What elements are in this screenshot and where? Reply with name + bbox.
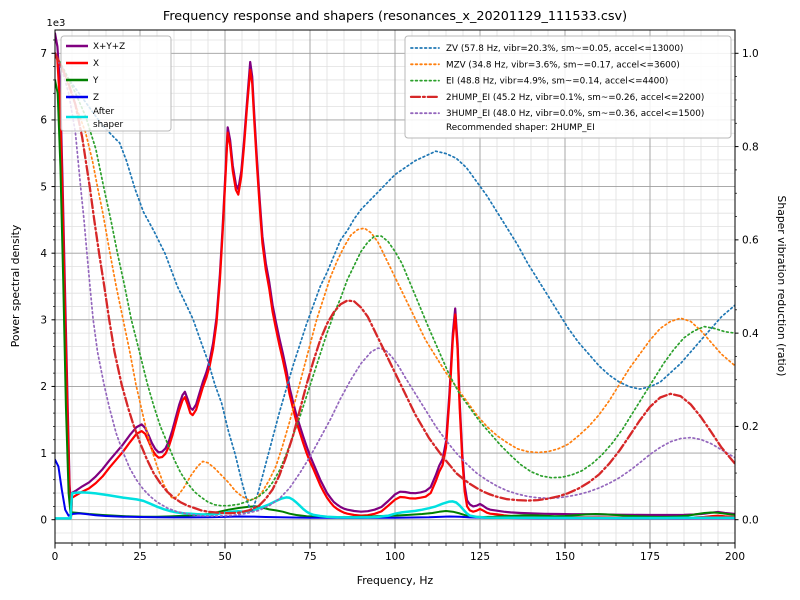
x-tick-label: 150 [555, 551, 575, 563]
series-line-2HUMP-EI [55, 52, 735, 515]
y-left-tick-label: 6 [40, 115, 47, 127]
series-line-After-shaper [55, 491, 735, 520]
chart-title: Frequency response and shapers (resonanc… [163, 9, 627, 24]
legend-label-shaper: 2HUMP_EI (45.2 Hz, vibr=0.1%, sm~=0.26, … [446, 93, 704, 103]
x-tick-label: 100 [385, 551, 405, 563]
legend-label: X [93, 59, 99, 69]
y-right-tick-label: 1.0 [742, 48, 759, 60]
legend-label: shaper [93, 120, 124, 130]
y-left-tick-label: 4 [40, 248, 47, 260]
legend-label-shaper: EI (48.8 Hz, vibr=4.9%, sm~=0.14, accel<… [446, 77, 668, 87]
x-tick-label: 0 [52, 551, 59, 563]
series-group [55, 32, 735, 520]
series-line-X-Y-Z [55, 32, 735, 517]
y-right-tick-label: 0.2 [742, 421, 759, 433]
legend-label: Z [93, 93, 99, 103]
y-left-tick-label: 7 [40, 48, 47, 60]
x-axis-label: Frequency, Hz [357, 574, 434, 587]
tick-marks [51, 39, 739, 549]
legend-label: Y [92, 76, 99, 86]
legend-label: After [93, 107, 115, 117]
y-left-tick-label: 0 [40, 514, 47, 526]
grid [55, 30, 735, 543]
y-left-tick-label: 5 [40, 181, 47, 193]
legend-box [60, 35, 172, 132]
y-right-tick-label: 0.8 [742, 141, 759, 153]
legend-measurements: X+Y+Z XYZ After shaper [60, 35, 172, 132]
x-tick-label: 50 [218, 551, 231, 563]
series-line-ZV [55, 52, 735, 514]
legend-shapers: Recommended shaper: 2HUMP_EI ZV (57.8 Hz… [404, 35, 732, 139]
tick-labels: 0 25 50 75 100 125 150 175 200 0 1 2 3 4 5 6 7 0.0 0.2 0.4 0… [40, 48, 759, 563]
y-axis-offset-text: 1e3 [47, 18, 66, 29]
legend-label-shaper: 3HUMP_EI (48.0 Hz, vibr=0.0%, sm~=0.36, … [446, 109, 704, 119]
y-left-tick-label: 1 [40, 448, 47, 460]
legend-label: X+Y+Z [93, 42, 125, 52]
legend-label-shaper: ZV (57.8 Hz, vibr=20.3%, sm~=0.05, accel… [446, 44, 683, 54]
y-axis-label-right: Shaper vibration reduction (ratio) [775, 195, 788, 376]
series-line-MZV [55, 52, 735, 501]
series-line-3HUMP-EI [55, 52, 735, 517]
x-tick-label: 125 [470, 551, 490, 563]
y-left-tick-label: 2 [40, 381, 47, 393]
y-right-tick-label: 0.0 [742, 514, 759, 526]
recommended-shaper-note: Recommended shaper: 2HUMP_EI [446, 123, 595, 133]
legend-box [404, 35, 732, 139]
x-tick-label: 75 [303, 551, 316, 563]
y-right-tick-label: 0.4 [742, 328, 759, 340]
x-tick-label: 175 [640, 551, 660, 563]
y-left-tick-label: 3 [40, 315, 47, 327]
x-tick-label: 200 [725, 551, 745, 563]
legend-label-shaper: MZV (34.8 Hz, vibr=3.6%, sm~=0.17, accel… [446, 60, 680, 70]
y-axis-label-left: Power spectral density [9, 224, 22, 347]
x-tick-label: 25 [133, 551, 146, 563]
y-right-tick-label: 0.6 [742, 235, 759, 247]
series-line-EI [55, 52, 735, 507]
